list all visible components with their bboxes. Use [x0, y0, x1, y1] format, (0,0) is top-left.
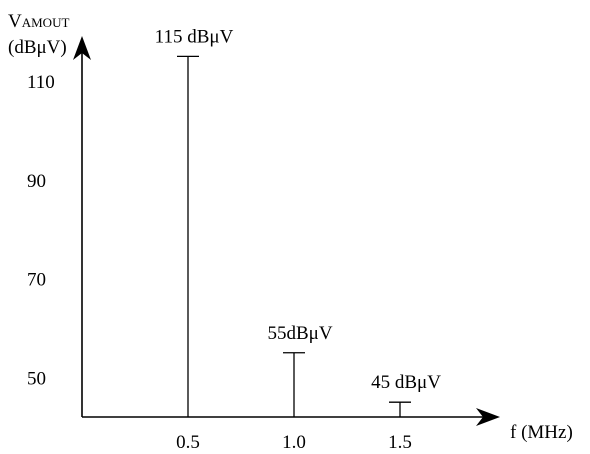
y-axis-label-main: V [8, 11, 22, 32]
data-label: 115 dBμV [155, 26, 234, 47]
y-tick-labels: 50 70 90 110 [27, 72, 55, 389]
y-tick-label: 70 [27, 270, 46, 291]
x-axis-label: f (MHz) [510, 422, 573, 443]
axes [73, 36, 500, 426]
y-axis-label: VAMOUT [8, 11, 69, 32]
x-tick-label: 0.5 [176, 432, 200, 453]
y-axis-label-subscript: AMOUT [22, 15, 70, 30]
y-tick-label: 110 [27, 72, 55, 93]
data-label: 45 dBμV [371, 372, 441, 393]
y-tick-label: 50 [27, 368, 46, 389]
x-axis-arrowhead [476, 408, 500, 426]
x-tick-label: 1.0 [282, 432, 306, 453]
x-tick-label: 1.5 [388, 432, 412, 453]
x-tick-labels: 0.5 1.0 1.5 [176, 432, 412, 453]
spectrum-lines [177, 55, 411, 417]
y-axis-arrowhead [73, 36, 91, 60]
y-axis-unit: (dBμV) [8, 37, 67, 58]
y-tick-label: 90 [27, 171, 46, 192]
data-labels: 115 dBμV 55dBμV 45 dBμV [155, 26, 442, 393]
data-label: 55dBμV [267, 323, 332, 344]
